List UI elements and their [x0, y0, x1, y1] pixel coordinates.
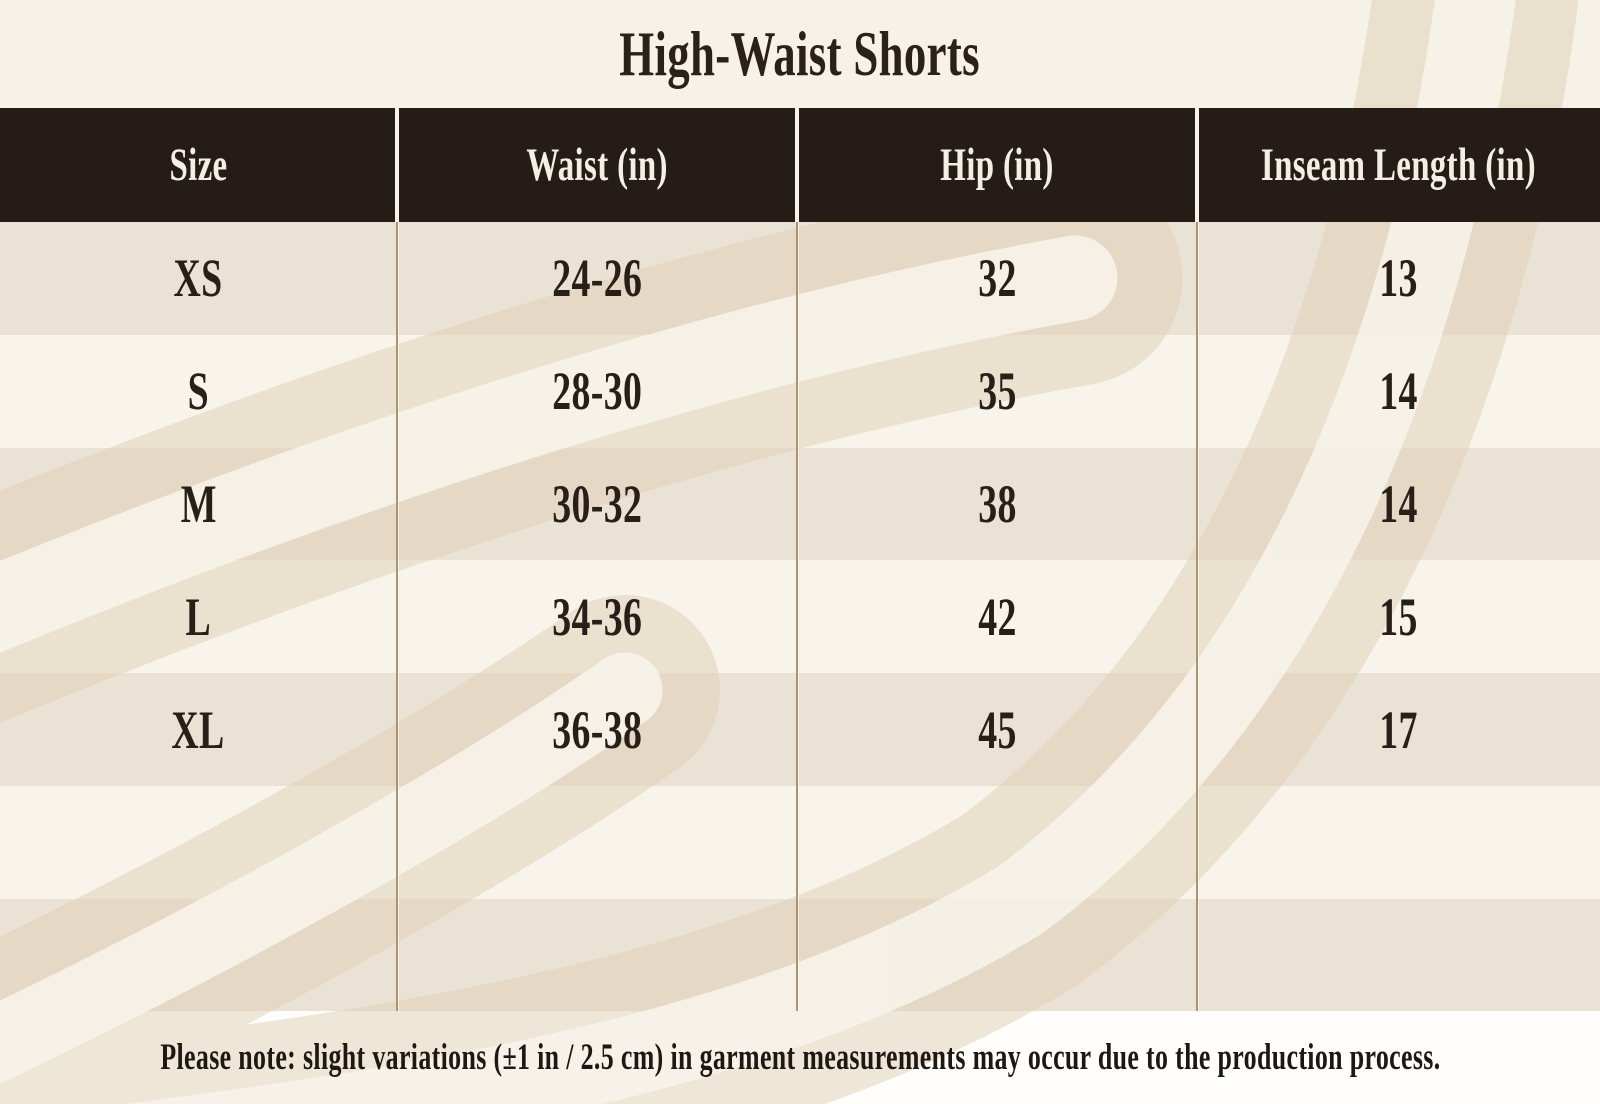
hip-value: 42: [977, 586, 1017, 647]
header-cell-hip: Hip (in): [797, 108, 1197, 222]
table-row-m: M 30-32 38 14: [0, 448, 1600, 561]
table-body: XS 24-26 32 13 S 28-30 35 14 M 30-32 38 …: [0, 222, 1600, 786]
cell-size: XL: [0, 673, 397, 786]
header-cell-waist: Waist (in): [397, 108, 797, 222]
header-cell-size: Size: [0, 108, 397, 222]
table-row-s: S 28-30 35 14: [0, 335, 1600, 448]
column-rule-2: [796, 222, 798, 1011]
title-row: High-Waist Shorts: [0, 0, 1600, 108]
cell-hip: 35: [797, 335, 1197, 448]
header-divider-1: [395, 108, 399, 222]
table-row-l: L 34-36 42 15: [0, 560, 1600, 673]
cell-size: XS: [0, 222, 397, 335]
cell-size: M: [0, 448, 397, 561]
hip-value: 38: [977, 473, 1017, 534]
size-value: L: [185, 586, 212, 647]
size-value: S: [187, 361, 210, 422]
waist-value: 36-38: [552, 699, 642, 760]
cell-inseam: 15: [1197, 560, 1600, 673]
table-row-xs: XS 24-26 32 13: [0, 222, 1600, 335]
cell-size: L: [0, 560, 397, 673]
inseam-value: 14: [1379, 473, 1418, 534]
cell-hip: 38: [797, 448, 1197, 561]
hip-value: 32: [977, 248, 1017, 309]
table-header: Size Waist (in) Hip (in) Inseam Length (…: [0, 108, 1600, 222]
cell-hip: 42: [797, 560, 1197, 673]
inseam-value: 17: [1379, 699, 1418, 760]
inseam-value: 15: [1379, 586, 1418, 647]
page-title: High-Waist Shorts: [619, 18, 981, 89]
size-value: XL: [171, 699, 226, 760]
waist-value: 34-36: [552, 586, 642, 647]
hip-value: 45: [977, 699, 1017, 760]
cell-waist: 36-38: [397, 673, 797, 786]
table-row-xl: XL 36-38 45 17: [0, 673, 1600, 786]
column-header-hip: Hip (in): [940, 139, 1054, 191]
cell-waist: 24-26: [397, 222, 797, 335]
footnote-text: Please note: slight variations (±1 in / …: [159, 1037, 1441, 1078]
header-divider-3: [1195, 108, 1199, 222]
column-header-waist: Waist (in): [526, 139, 668, 191]
cell-inseam: 14: [1197, 448, 1600, 561]
cell-hip: 32: [797, 222, 1197, 335]
cell-inseam: 14: [1197, 335, 1600, 448]
cell-waist: 30-32: [397, 448, 797, 561]
header-divider-2: [795, 108, 799, 222]
cell-waist: 34-36: [397, 560, 797, 673]
cell-size: S: [0, 335, 397, 448]
cell-inseam: 17: [1197, 673, 1600, 786]
cell-waist: 28-30: [397, 335, 797, 448]
waist-value: 24-26: [552, 248, 642, 309]
waist-value: 30-32: [552, 473, 642, 534]
cell-hip: 45: [797, 673, 1197, 786]
cell-inseam: 13: [1197, 222, 1600, 335]
footnote-row: Please note: slight variations (±1 in / …: [0, 1011, 1600, 1104]
column-header-inseam: Inseam Length (in): [1260, 139, 1537, 191]
column-rule-3: [1196, 222, 1198, 1011]
hip-value: 35: [977, 361, 1017, 422]
inseam-value: 14: [1379, 361, 1418, 422]
size-value: XS: [173, 248, 224, 309]
header-cell-inseam: Inseam Length (in): [1197, 108, 1600, 222]
waist-value: 28-30: [552, 361, 642, 422]
inseam-value: 13: [1379, 248, 1418, 309]
column-rule-1: [396, 222, 398, 1011]
size-value: M: [180, 473, 217, 534]
column-header-size: Size: [169, 139, 228, 191]
